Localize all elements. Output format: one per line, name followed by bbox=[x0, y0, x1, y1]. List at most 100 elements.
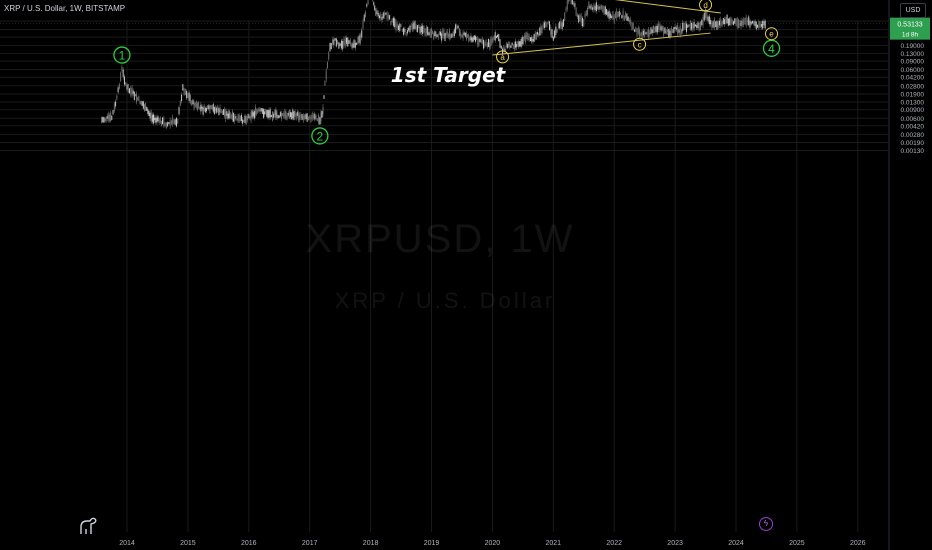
candle-body bbox=[224, 109, 226, 117]
candle-body bbox=[647, 29, 649, 37]
candle-body bbox=[419, 26, 421, 34]
candle-body bbox=[548, 21, 550, 31]
candle-body bbox=[616, 10, 618, 19]
candle-body bbox=[237, 113, 239, 123]
candle-body bbox=[680, 29, 682, 34]
candle-body bbox=[306, 113, 308, 122]
dino-icon[interactable] bbox=[78, 516, 100, 536]
candle-body bbox=[201, 106, 203, 109]
candle-body bbox=[706, 10, 708, 20]
candle-body bbox=[121, 66, 123, 71]
candle-body bbox=[440, 31, 442, 36]
candle-body bbox=[330, 42, 332, 50]
lightning-icon[interactable]: ϟ bbox=[759, 517, 773, 531]
candle-body bbox=[206, 108, 208, 112]
candle-body bbox=[210, 105, 212, 109]
candle-body bbox=[627, 16, 629, 22]
candle-body bbox=[374, 5, 376, 11]
x-tick-label: 2026 bbox=[850, 540, 866, 547]
candle-body bbox=[689, 21, 691, 30]
candle-body bbox=[209, 104, 211, 114]
candle-body bbox=[207, 105, 209, 110]
candle-body bbox=[599, 6, 601, 9]
candle-body bbox=[545, 21, 547, 28]
candle-body bbox=[692, 23, 694, 31]
candle-body bbox=[137, 97, 139, 101]
candle-body bbox=[174, 119, 176, 125]
candle-body bbox=[288, 109, 290, 119]
subwave-label-d: d bbox=[703, 1, 707, 10]
chart-title: 1st Target bbox=[391, 63, 507, 87]
candle-body bbox=[186, 91, 188, 99]
candle-body bbox=[259, 109, 261, 112]
candle-body bbox=[266, 110, 268, 117]
candle-body bbox=[113, 103, 115, 112]
candle-body bbox=[373, 2, 375, 5]
candle-body bbox=[293, 111, 295, 120]
candle-body bbox=[126, 84, 128, 90]
y-tick-label: 0.13000 bbox=[901, 51, 925, 58]
candle-body bbox=[541, 27, 543, 33]
x-tick-label: 2020 bbox=[485, 540, 501, 547]
candle-body bbox=[560, 20, 562, 27]
candle-body bbox=[449, 30, 451, 39]
candle-body bbox=[304, 115, 306, 119]
candle-body bbox=[387, 14, 389, 19]
candle-body bbox=[462, 32, 464, 39]
candle-body bbox=[381, 16, 383, 21]
candle-body bbox=[398, 25, 400, 30]
candle-body bbox=[636, 28, 638, 37]
candle-body bbox=[131, 87, 133, 96]
candle-body bbox=[739, 22, 741, 26]
subwave-label-c: c bbox=[638, 40, 642, 49]
candle-body bbox=[427, 27, 429, 35]
candle-body bbox=[555, 26, 557, 36]
candle-body bbox=[249, 116, 251, 119]
candle-body bbox=[595, 2, 597, 12]
triangle-trendline bbox=[492, 32, 711, 56]
candle-body bbox=[436, 34, 438, 37]
candle-body bbox=[458, 28, 460, 37]
candle-body bbox=[750, 21, 752, 25]
candle-body bbox=[235, 116, 237, 119]
candle-body bbox=[220, 108, 222, 113]
candle-body bbox=[527, 33, 529, 41]
candle-body bbox=[588, 1, 590, 9]
candle-body bbox=[109, 114, 111, 121]
candle-body bbox=[675, 27, 677, 30]
candle-body bbox=[258, 107, 260, 112]
candle-body bbox=[729, 18, 731, 25]
candle-body bbox=[158, 119, 160, 124]
candle-body bbox=[532, 39, 534, 42]
y-tick-label: 0.00900 bbox=[901, 107, 925, 114]
candle-body bbox=[697, 22, 699, 29]
candle-body bbox=[252, 112, 254, 117]
candle-body bbox=[726, 14, 728, 24]
candle-body bbox=[745, 16, 747, 26]
candle-body bbox=[743, 19, 745, 26]
candle-body bbox=[499, 39, 501, 48]
candle-body bbox=[724, 19, 726, 25]
candle-body bbox=[708, 16, 710, 25]
candle-body bbox=[498, 34, 500, 42]
candle-body bbox=[758, 21, 760, 29]
candle-body bbox=[155, 117, 157, 123]
candle-body bbox=[696, 25, 698, 28]
candle-body bbox=[348, 40, 350, 44]
currency-button[interactable]: USD bbox=[900, 3, 926, 18]
candle-body bbox=[217, 105, 219, 112]
candle-body bbox=[607, 11, 609, 17]
candle-body bbox=[366, 4, 368, 7]
candle-body bbox=[110, 112, 112, 121]
x-tick-label: 2021 bbox=[546, 540, 562, 547]
candle-body bbox=[401, 28, 403, 32]
candle-body bbox=[228, 110, 230, 119]
wave-label-circle bbox=[311, 127, 329, 145]
candle-body bbox=[522, 37, 524, 45]
candle-body bbox=[149, 112, 151, 119]
y-tick-label: 0.19000 bbox=[901, 43, 925, 50]
candle-body bbox=[202, 107, 204, 115]
candle-body bbox=[442, 30, 444, 36]
candle-body bbox=[646, 31, 648, 35]
